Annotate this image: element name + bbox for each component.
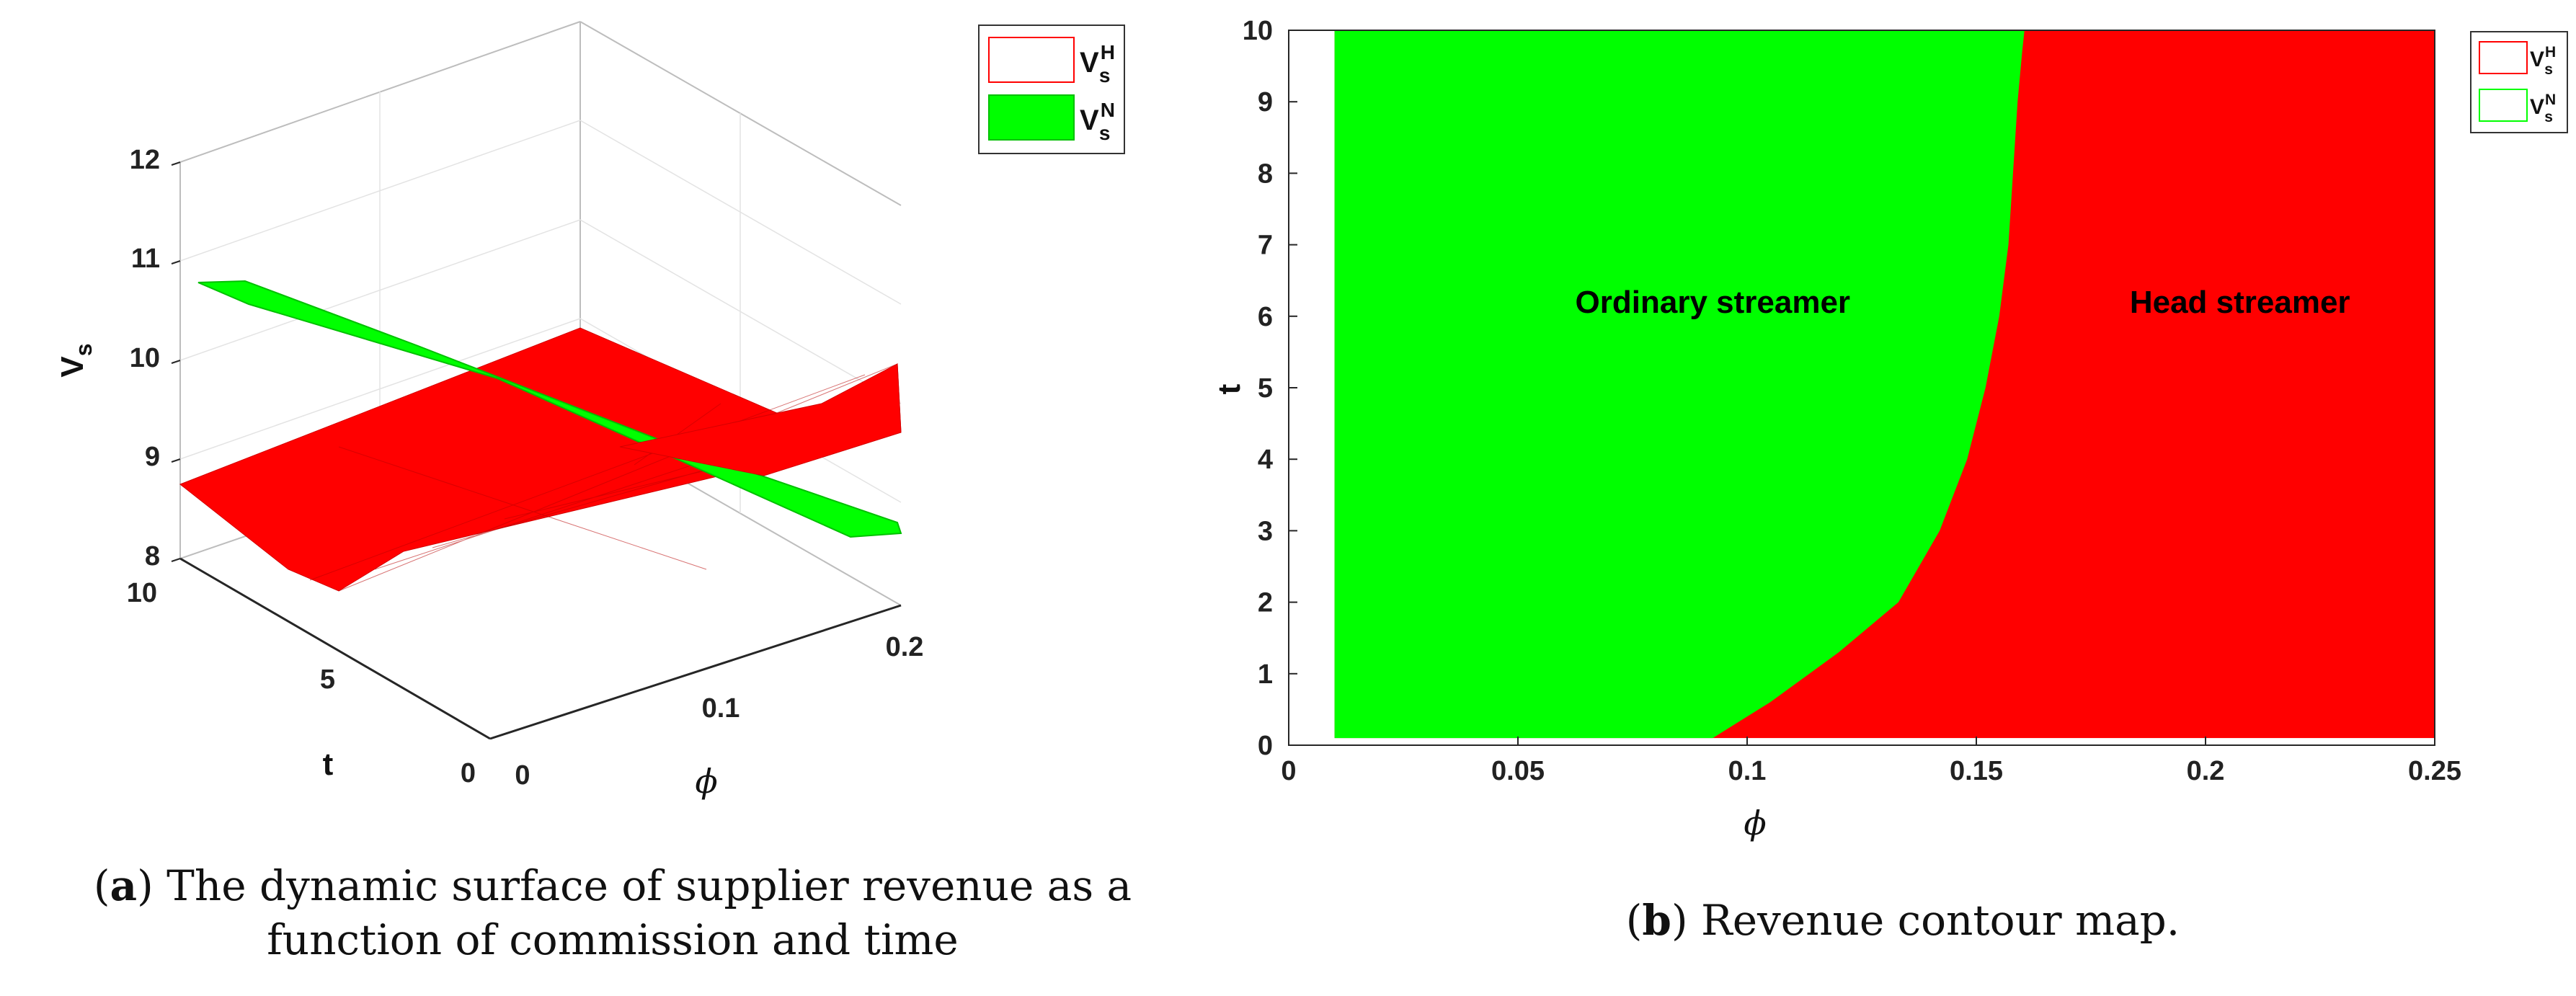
region-label-ordinary-streamer: Ordinary streamer (1576, 285, 1851, 320)
y-tick-label: 4 (1258, 445, 1273, 475)
y-tick-label: 7 (1258, 231, 1273, 261)
x-tick-label: 0.05 (1491, 756, 1545, 786)
svg-text:VHs: VH s (2530, 44, 2556, 78)
panel-a-z-tick-label: 9 (145, 442, 160, 472)
x-tick-label: 0.15 (1950, 756, 2003, 786)
x-tick-label: 0.2 (2187, 756, 2225, 786)
panel-a-phi-tick-label: 0 (515, 760, 530, 791)
panel-b-y-axis-label: t (1212, 383, 1247, 394)
panel-a-z-tick-label: 8 (145, 541, 160, 572)
y-tick-label: 8 (1258, 159, 1273, 189)
panel-a-phi-tick-label: 0.1 (702, 693, 740, 724)
panel-b-plot-area (1334, 30, 2435, 739)
legend-swatch-vsn (988, 94, 1075, 141)
panel-a-phi-axis-label: ϕ (695, 762, 717, 801)
panel-a-t-tick-label: 10 (127, 578, 157, 608)
x-tick-label: 0.25 (2408, 756, 2461, 786)
y-tick-label: 5 (1258, 373, 1273, 404)
panel-a-legend: VH s VN s (978, 25, 1125, 154)
panel-a-z-tick-label: 11 (131, 244, 160, 274)
panel-b-caption: (b) Revenue contour map. (1625, 896, 2180, 945)
region-label-head-streamer: Head streamer (2130, 285, 2350, 320)
series-vsh-mesh (309, 363, 898, 592)
panel-a-caption: (a) The dynamic surface of supplier reve… (93, 861, 1132, 965)
svg-text:VHs: VH s (1080, 41, 1115, 86)
panel-a-z-axis-label: Vs (55, 343, 97, 377)
y-tick-label: 9 (1258, 87, 1273, 117)
panel-a-z-tick-label: 12 (130, 145, 160, 175)
panel-b-legend: VH s VN s (2470, 31, 2568, 133)
series-vsh-surface-front (619, 363, 902, 476)
y-tick-label: 6 (1258, 302, 1273, 332)
series-vsn-surface (197, 280, 902, 538)
region-ordinary-streamer (1334, 30, 2025, 739)
panel-b-chart: 0 0.05 0.1 0.15 0.2 0.25 0 1 2 3 4 5 6 7 8 9 10 Ordinary… (1212, 16, 2568, 842)
panel-a-3d-chart: 12 11 10 9 8 10 5 0 0 0.1 0.2 Vs t ϕ VH s… (55, 21, 1125, 801)
panel-a-axes (179, 557, 902, 740)
y-tick-label: 3 (1258, 516, 1273, 546)
panel-a-phi-tick-label: 0.2 (886, 632, 924, 662)
y-tick-label: 10 (1243, 16, 1273, 46)
panel-a-t-tick-label: 5 (320, 664, 335, 695)
series-vsh-surface-back (179, 327, 902, 592)
panel-b-axes: 0 0.05 0.1 0.15 0.2 0.25 0 1 2 3 4 5 6 7 8 9 10 (1243, 16, 2461, 786)
legend-swatch-vsh (2479, 41, 2528, 74)
panel-a-t-tick-label: 0 (461, 758, 476, 788)
panel-a-t-axis-label: t (323, 747, 334, 782)
legend-swatch-vsn (2479, 89, 2528, 122)
panel-a-z-ticks (171, 161, 181, 562)
y-tick-label: 0 (1258, 731, 1273, 761)
svg-text:VNs: VN s (1080, 99, 1115, 144)
y-tick-label: 2 (1258, 588, 1273, 618)
y-tick-label: 1 (1258, 659, 1273, 690)
x-tick-label: 0.1 (1728, 756, 1767, 786)
svg-text:VNs: VN s (2530, 92, 2556, 125)
legend-swatch-vsh (988, 37, 1075, 83)
x-tick-label: 0 (1281, 756, 1296, 786)
panel-a-z-tick-label: 10 (130, 343, 160, 373)
panel-b-x-axis-label: ϕ (1744, 804, 1766, 842)
